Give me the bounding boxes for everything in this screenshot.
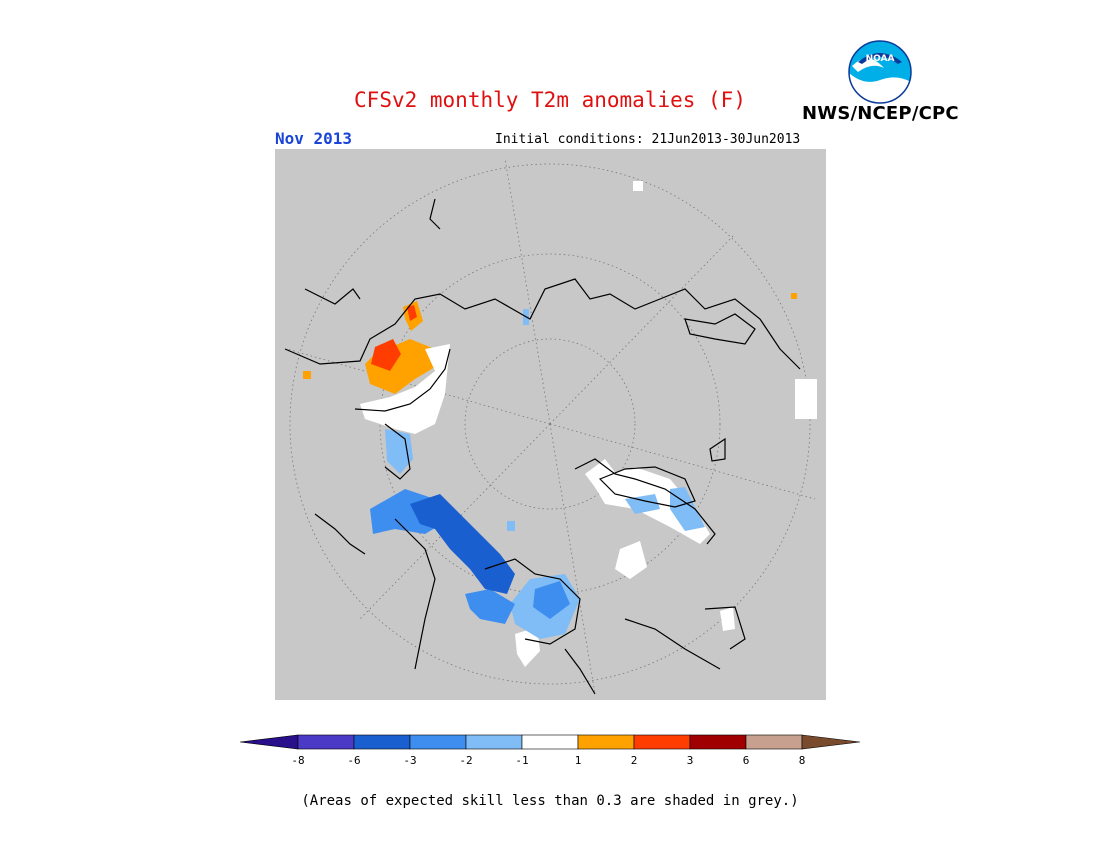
initial-conditions: Initial conditions: 21Jun2013-30Jun2013	[495, 132, 801, 147]
colorbar-bin	[577, 734, 635, 750]
footnote: (Areas of expected skill less than 0.3 a…	[301, 793, 799, 809]
colorbar-bin	[353, 734, 411, 750]
colorbar-tick-label: 8	[798, 754, 806, 767]
colorbar-tick-label: 3	[686, 754, 694, 767]
noaa-logo: NOAA	[848, 40, 912, 104]
colorbar-tick-label: 2	[630, 754, 638, 767]
colorbar-tick-label: 1	[574, 754, 582, 767]
logo-text: NOAA	[866, 54, 895, 64]
colorbar-bin	[297, 734, 355, 750]
colorbar-tick-label: -2	[459, 754, 473, 767]
colorbar-bin	[801, 734, 861, 750]
forecast-period: Nov 2013	[275, 129, 353, 148]
colorbar-bin	[521, 734, 579, 750]
colorbar-bin	[689, 734, 747, 750]
agency-label: NWS/NCEP/CPC	[802, 103, 959, 124]
coastlines	[284, 198, 801, 695]
colorbar-tick-label: -6	[347, 754, 361, 767]
colorbar-bin	[465, 734, 523, 750]
colorbar-tick-label: -1	[515, 754, 529, 767]
colorbar	[239, 734, 861, 750]
colorbar-tick-label: 6	[742, 754, 750, 767]
anomaly-shading	[303, 181, 817, 667]
colorbar-tick-label: -8	[291, 754, 305, 767]
colorbar-tick-label: -3	[403, 754, 417, 767]
map-title: CFSv2 monthly T2m anomalies (F)	[354, 88, 746, 112]
colorbar-bin	[633, 734, 691, 750]
polar-map	[275, 149, 826, 700]
colorbar-bin	[745, 734, 803, 750]
colorbar-bin	[239, 734, 299, 750]
colorbar-bin	[409, 734, 467, 750]
